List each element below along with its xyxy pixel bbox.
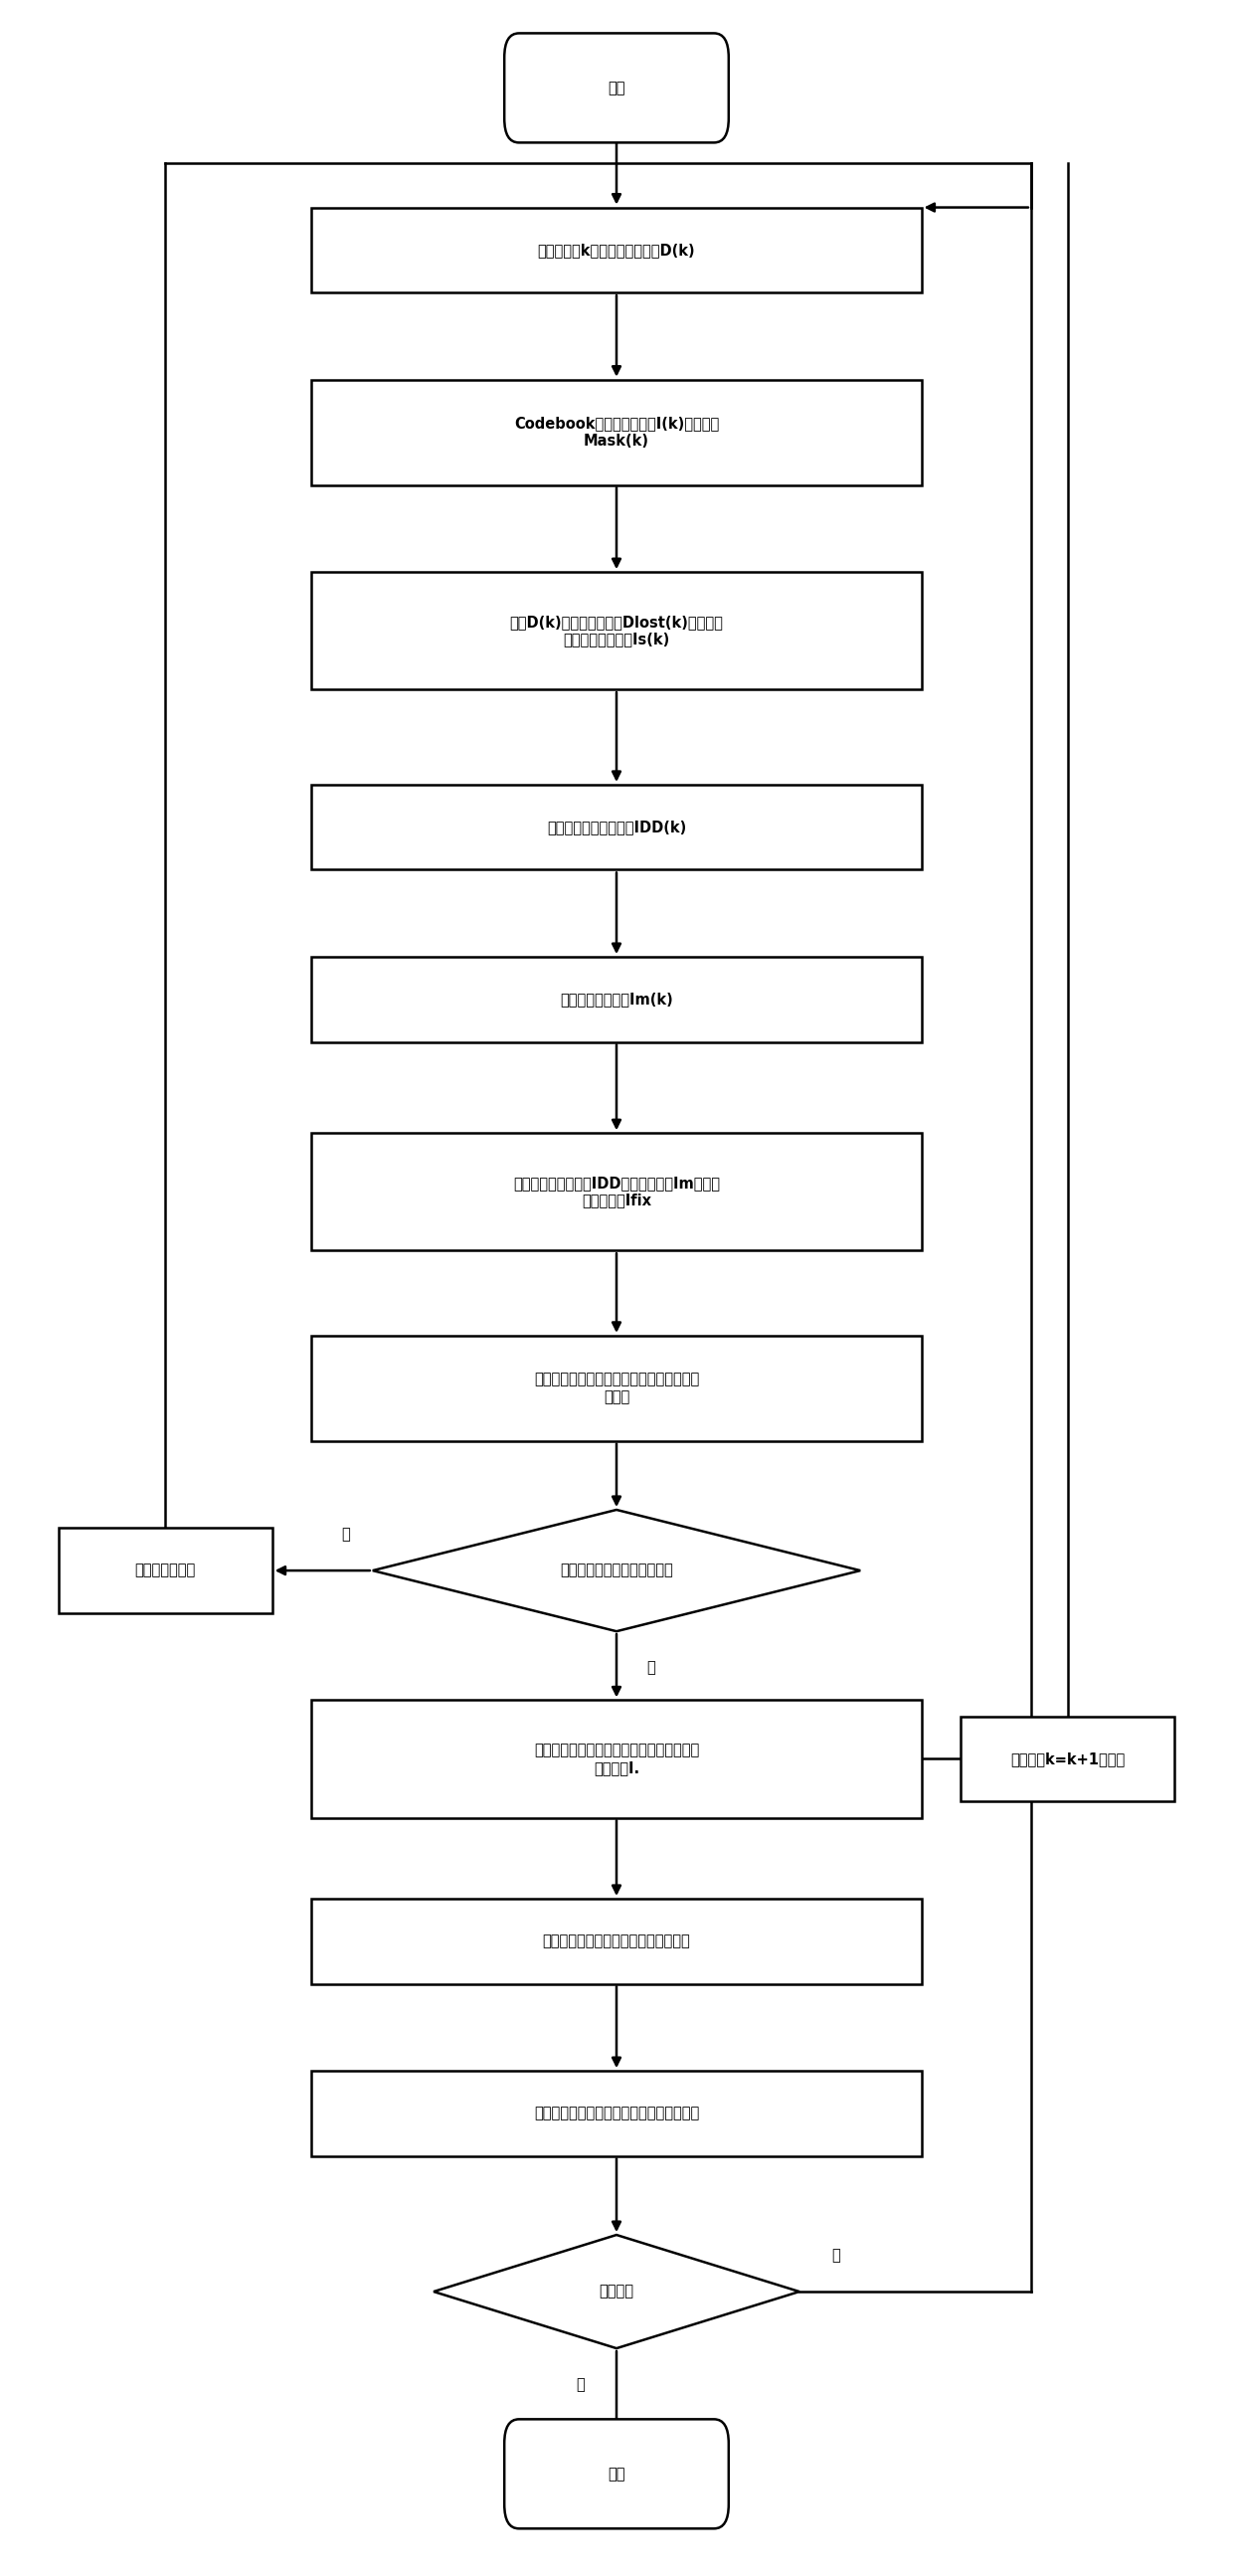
Text: 通过D(k)获得深度缺失图Dlost(k)，深度分
割获得深度前景图Is(k): 通过D(k)获得深度缺失图Dlost(k)，深度分 割获得深度前景图Is(k) (509, 616, 724, 647)
Bar (59, 1528, 272, 1613)
Bar (312, 572, 921, 690)
Text: 计算被遮障目标的缺失深度信息，生成运动
帧补集台I.: 计算被遮障目标的缺失深度信息，生成运动 帧补集台I. (534, 1744, 699, 1775)
Polygon shape (372, 1510, 861, 1631)
Text: 计算动态深度缺失图像IDD(k): 计算动态深度缺失图像IDD(k) (546, 819, 687, 835)
Text: 否: 否 (646, 1662, 655, 1674)
Bar (312, 1700, 921, 1819)
Text: 结束: 结束 (608, 2465, 625, 2481)
Bar (312, 1899, 921, 1984)
Text: 计算分割目标的深度信息，计算并标记前景
运动行: 计算分割目标的深度信息，计算并标记前景 运动行 (534, 1373, 699, 1404)
Text: 是否停止: 是否停止 (599, 2285, 634, 2298)
Text: 更新动态屏蔽图像Im(k): 更新动态屏蔽图像Im(k) (560, 992, 673, 1007)
Polygon shape (434, 2236, 799, 2349)
FancyBboxPatch shape (504, 2419, 729, 2530)
Text: Codebook算法计算原图像I(k)的前景图
Mask(k): Codebook算法计算原图像I(k)的前景图 Mask(k) (514, 417, 719, 448)
Bar (312, 1133, 921, 1249)
Text: 记录对应行信息: 记录对应行信息 (134, 1564, 196, 1579)
Text: 读取视频帧k，得到原始深度图D(k): 读取视频帧k，得到原始深度图D(k) (538, 242, 695, 258)
Bar (312, 956, 921, 1041)
Bar (312, 379, 921, 484)
Text: 是: 是 (342, 1528, 350, 1540)
Text: 通过动态深度缺失图IDD和动态屏蔽图Im获得运
动补偿图像Ifix: 通过动态深度缺失图IDD和动态屏蔽图Im获得运 动补偿图像Ifix (513, 1175, 720, 1208)
Text: 准备处理k=k+1帧图像: 准备处理k=k+1帧图像 (1010, 1752, 1124, 1767)
Text: 是: 是 (576, 2378, 584, 2393)
Bar (312, 2071, 921, 2156)
Text: 在当前深度实时前景图像中分割出运动目标: 在当前深度实时前景图像中分割出运动目标 (534, 2107, 699, 2120)
Bar (312, 786, 921, 871)
Text: 开始: 开始 (608, 80, 625, 95)
Bar (312, 1334, 921, 1440)
Text: 是否存在分割目标的深度信息: 是否存在分割目标的深度信息 (560, 1564, 673, 1579)
Bar (312, 209, 921, 294)
FancyBboxPatch shape (504, 33, 729, 142)
Text: 获得由于运动模糊造成的深度前景图像: 获得由于运动模糊造成的深度前景图像 (543, 1935, 690, 1947)
Text: 否: 否 (831, 2249, 841, 2262)
Bar (961, 1716, 1174, 1801)
